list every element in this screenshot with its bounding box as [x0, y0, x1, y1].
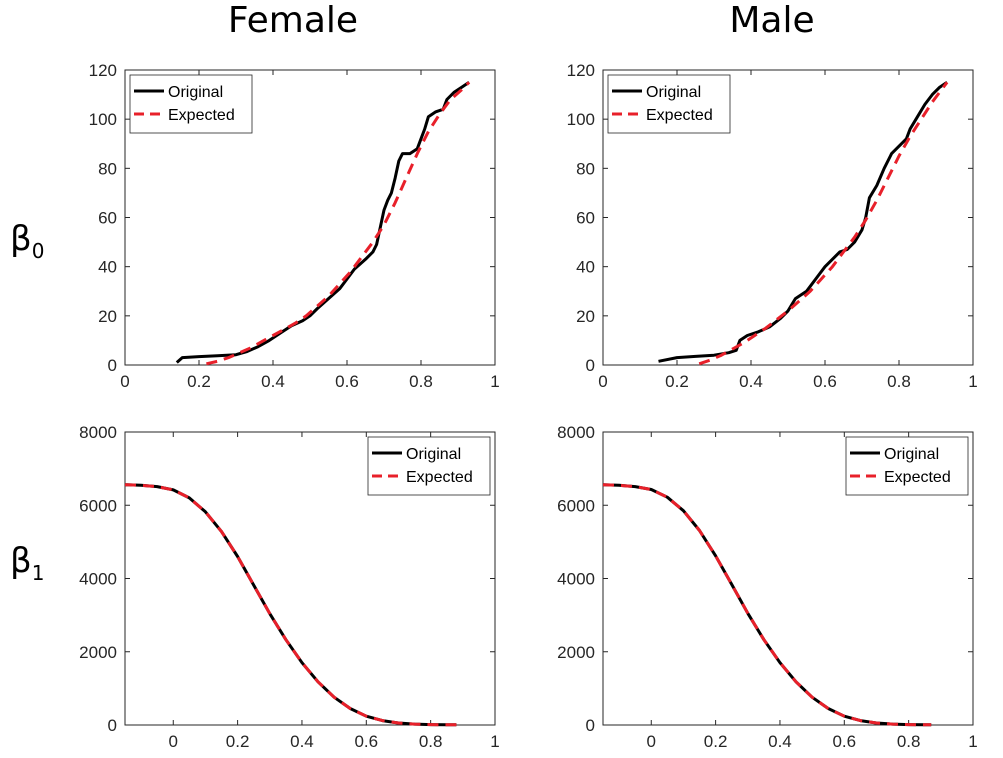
legend-label-expected: Expected — [646, 107, 713, 124]
x-tick-label: 0.4 — [261, 372, 285, 391]
row-label-beta0-symbol: β — [10, 219, 32, 259]
legend: Original Expected — [607, 74, 731, 134]
x-tick-label: 0 — [598, 372, 607, 391]
y-tick-label: 20 — [98, 307, 117, 326]
legend-box — [367, 436, 491, 496]
legend: Original Expected — [845, 436, 969, 496]
x-tick-label: 0.8 — [419, 732, 443, 751]
legend-label-original: Original — [406, 446, 461, 463]
x-tick-label: 0.8 — [897, 732, 921, 751]
x-tick-label: 0.4 — [768, 732, 792, 751]
y-tick-label: 60 — [576, 209, 595, 228]
column-title-female: Female — [228, 0, 358, 41]
row-label-beta0-subscript: 0 — [32, 239, 45, 263]
y-tick-label: 6000 — [79, 496, 117, 515]
legend-box — [129, 74, 253, 134]
x-tick-label: 1 — [968, 732, 977, 751]
y-tick-label: 80 — [98, 159, 117, 178]
y-tick-label: 2000 — [79, 643, 117, 662]
x-tick-label: 0 — [169, 732, 178, 751]
y-tick-label: 0 — [586, 716, 595, 735]
x-tick-label: 0.2 — [665, 372, 689, 391]
y-tick-label: 100 — [567, 110, 595, 129]
row-label-beta1: β1 — [10, 541, 44, 585]
x-tick-label: 0.8 — [887, 372, 911, 391]
legend-label-original: Original — [168, 84, 223, 101]
y-tick-label: 120 — [567, 61, 595, 80]
row-label-beta0: β0 — [10, 219, 44, 263]
y-tick-label: 6000 — [557, 496, 595, 515]
x-tick-label: 0.4 — [739, 372, 763, 391]
column-title-male: Male — [729, 0, 814, 41]
x-tick-label: 1 — [490, 372, 499, 391]
x-tick-label: 1 — [968, 372, 977, 391]
legend: Original Expected — [367, 436, 491, 496]
x-tick-label: 0.2 — [226, 732, 250, 751]
legend: Original Expected — [129, 74, 253, 134]
x-tick-label: 0.4 — [290, 732, 314, 751]
y-tick-label: 40 — [98, 258, 117, 277]
y-tick-label: 8000 — [79, 423, 117, 442]
y-tick-label: 4000 — [79, 570, 117, 589]
x-tick-label: 0 — [647, 732, 656, 751]
legend-label-expected: Expected — [168, 107, 235, 124]
panel-male-beta1: 0 0.2 0.4 0.6 0.8 1 0 2000 4000 6000 8000 Original E… — [557, 423, 978, 751]
x-tick-label: 0.2 — [704, 732, 728, 751]
legend-label-expected: Expected — [406, 469, 473, 486]
panel-female-beta1: 0 0.2 0.4 0.6 0.8 1 0 2000 4000 6000 8000 Original E… — [79, 423, 500, 751]
panel-male-beta0: 0 0.2 0.4 0.6 0.8 1 0 20 40 60 80 100 120 Original Exp… — [567, 61, 978, 391]
y-tick-label: 60 — [98, 209, 117, 228]
x-tick-label: 0.8 — [409, 372, 433, 391]
x-tick-label: 0.6 — [813, 372, 837, 391]
y-tick-label: 0 — [108, 716, 117, 735]
x-tick-label: 0.6 — [335, 372, 359, 391]
x-tick-label: 0.6 — [354, 732, 378, 751]
row-label-beta1-subscript: 1 — [32, 561, 45, 585]
x-tick-label: 0.2 — [187, 372, 211, 391]
y-tick-label: 8000 — [557, 423, 595, 442]
legend-label-original: Original — [884, 446, 939, 463]
legend-label-expected: Expected — [884, 469, 951, 486]
y-tick-label: 120 — [89, 61, 117, 80]
x-tick-label: 0.6 — [832, 732, 856, 751]
y-tick-label: 2000 — [557, 643, 595, 662]
series-expected-line — [124, 483, 457, 727]
y-tick-label: 80 — [576, 159, 595, 178]
y-tick-label: 0 — [586, 356, 595, 375]
y-tick-label: 0 — [108, 356, 117, 375]
y-tick-label: 20 — [576, 307, 595, 326]
series-original-line — [175, 81, 470, 364]
series-expected-line — [602, 483, 932, 727]
x-tick-label: 0 — [120, 372, 129, 391]
panel-female-beta0: 0 0.2 0.4 0.6 0.8 1 0 20 40 60 80 100 120 Original Exp… — [89, 61, 500, 391]
y-tick-label: 4000 — [557, 570, 595, 589]
row-label-beta1-symbol: β — [10, 541, 32, 581]
legend-label-original: Original — [646, 84, 701, 101]
legend-box — [607, 74, 731, 134]
y-tick-label: 100 — [89, 110, 117, 129]
legend-box — [845, 436, 969, 496]
y-tick-label: 40 — [576, 258, 595, 277]
x-tick-label: 1 — [490, 732, 499, 751]
